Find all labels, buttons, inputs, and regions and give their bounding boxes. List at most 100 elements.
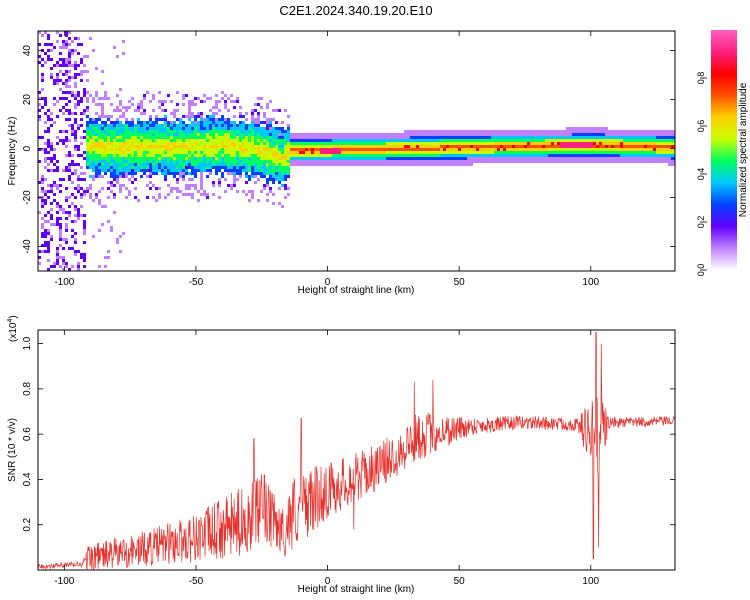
heatmap-cell bbox=[125, 130, 128, 133]
heatmap-cell bbox=[419, 163, 422, 166]
heatmap-cell bbox=[518, 142, 521, 145]
heatmap-cell bbox=[59, 226, 62, 229]
heatmap-cell bbox=[47, 34, 50, 37]
heatmap-cell bbox=[50, 223, 53, 226]
heatmap-cell bbox=[254, 160, 257, 163]
heatmap-cell bbox=[77, 184, 80, 187]
heatmap-cell bbox=[41, 79, 44, 82]
heatmap-cell bbox=[47, 244, 50, 247]
heatmap-cell bbox=[74, 205, 77, 208]
heatmap-cell bbox=[617, 151, 620, 154]
heatmap-cell bbox=[668, 154, 671, 157]
heatmap-cell bbox=[575, 160, 578, 163]
heatmap-cell bbox=[500, 130, 503, 133]
heatmap-cell bbox=[104, 121, 107, 124]
heatmap-cell bbox=[665, 154, 668, 157]
heatmap-cell bbox=[449, 145, 452, 148]
heatmap-cell bbox=[179, 139, 182, 142]
heatmap-cell bbox=[269, 145, 272, 148]
heatmap-cell bbox=[362, 148, 365, 151]
heatmap-cell bbox=[164, 109, 167, 112]
heatmap-cell bbox=[551, 148, 554, 151]
heatmap-cell bbox=[170, 130, 173, 133]
heatmap-cell bbox=[188, 100, 191, 103]
spectrogram-y-tick-label: 0 bbox=[22, 145, 33, 151]
heatmap-cell bbox=[50, 112, 53, 115]
heatmap-cell bbox=[338, 163, 341, 166]
heatmap-cell bbox=[170, 112, 173, 115]
heatmap-cell bbox=[260, 154, 263, 157]
heatmap-cell bbox=[98, 172, 101, 175]
heatmap-cell bbox=[44, 157, 47, 160]
heatmap-cell bbox=[344, 160, 347, 163]
heatmap-cell bbox=[170, 169, 173, 172]
heatmap-cell bbox=[59, 244, 62, 247]
heatmap-cell bbox=[53, 82, 56, 85]
heatmap-cell bbox=[152, 127, 155, 130]
heatmap-cell bbox=[419, 133, 422, 136]
heatmap-cell bbox=[641, 130, 644, 133]
heatmap-cell bbox=[263, 133, 266, 136]
heatmap-cell bbox=[47, 190, 50, 193]
heatmap-cell bbox=[560, 133, 563, 136]
heatmap-cell bbox=[143, 142, 146, 145]
heatmap-cell bbox=[62, 97, 65, 100]
heatmap-cell bbox=[149, 130, 152, 133]
heatmap-cell bbox=[170, 139, 173, 142]
heatmap-cell bbox=[293, 139, 296, 142]
heatmap-cell bbox=[80, 187, 83, 190]
heatmap-cell bbox=[83, 256, 86, 259]
heatmap-cell bbox=[50, 265, 53, 268]
heatmap-cell bbox=[113, 130, 116, 133]
heatmap-cell bbox=[119, 88, 122, 91]
heatmap-cell bbox=[410, 139, 413, 142]
heatmap-cell bbox=[80, 142, 83, 145]
heatmap-cell bbox=[161, 166, 164, 169]
heatmap-cell bbox=[170, 172, 173, 175]
heatmap-cell bbox=[296, 133, 299, 136]
heatmap-cell bbox=[320, 151, 323, 154]
heatmap-cell bbox=[155, 121, 158, 124]
heatmap-cell bbox=[179, 148, 182, 151]
heatmap-cell bbox=[617, 133, 620, 136]
heatmap-cell bbox=[362, 133, 365, 136]
heatmap-cell bbox=[65, 262, 68, 265]
heatmap-cell bbox=[338, 142, 341, 145]
heatmap-cell bbox=[218, 124, 221, 127]
heatmap-cell bbox=[422, 133, 425, 136]
heatmap-cell bbox=[611, 151, 614, 154]
heatmap-cell bbox=[197, 130, 200, 133]
heatmap-cell bbox=[272, 133, 275, 136]
heatmap-cell bbox=[83, 253, 86, 256]
heatmap-cell bbox=[68, 55, 71, 58]
heatmap-cell bbox=[80, 73, 83, 76]
heatmap-cell bbox=[170, 127, 173, 130]
heatmap-cell bbox=[443, 157, 446, 160]
heatmap-cell bbox=[161, 100, 164, 103]
heatmap-cell bbox=[71, 220, 74, 223]
heatmap-cell bbox=[425, 145, 428, 148]
heatmap-cell bbox=[137, 163, 140, 166]
heatmap-cell bbox=[158, 187, 161, 190]
heatmap-cell bbox=[92, 49, 95, 52]
heatmap-cell bbox=[98, 157, 101, 160]
heatmap-cell bbox=[437, 160, 440, 163]
heatmap-cell bbox=[95, 118, 98, 121]
heatmap-cell bbox=[218, 136, 221, 139]
heatmap-cell bbox=[578, 145, 581, 148]
heatmap-cell bbox=[323, 142, 326, 145]
heatmap-cell bbox=[68, 64, 71, 67]
heatmap-cell bbox=[149, 133, 152, 136]
heatmap-cell bbox=[329, 151, 332, 154]
heatmap-cell bbox=[191, 184, 194, 187]
heatmap-cell bbox=[200, 115, 203, 118]
heatmap-cell bbox=[524, 148, 527, 151]
heatmap-cell bbox=[119, 175, 122, 178]
heatmap-cell bbox=[416, 142, 419, 145]
heatmap-cell bbox=[104, 133, 107, 136]
heatmap-cell bbox=[182, 163, 185, 166]
heatmap-cell bbox=[395, 157, 398, 160]
heatmap-cell bbox=[80, 112, 83, 115]
heatmap-cell bbox=[56, 76, 59, 79]
heatmap-cell bbox=[56, 100, 59, 103]
